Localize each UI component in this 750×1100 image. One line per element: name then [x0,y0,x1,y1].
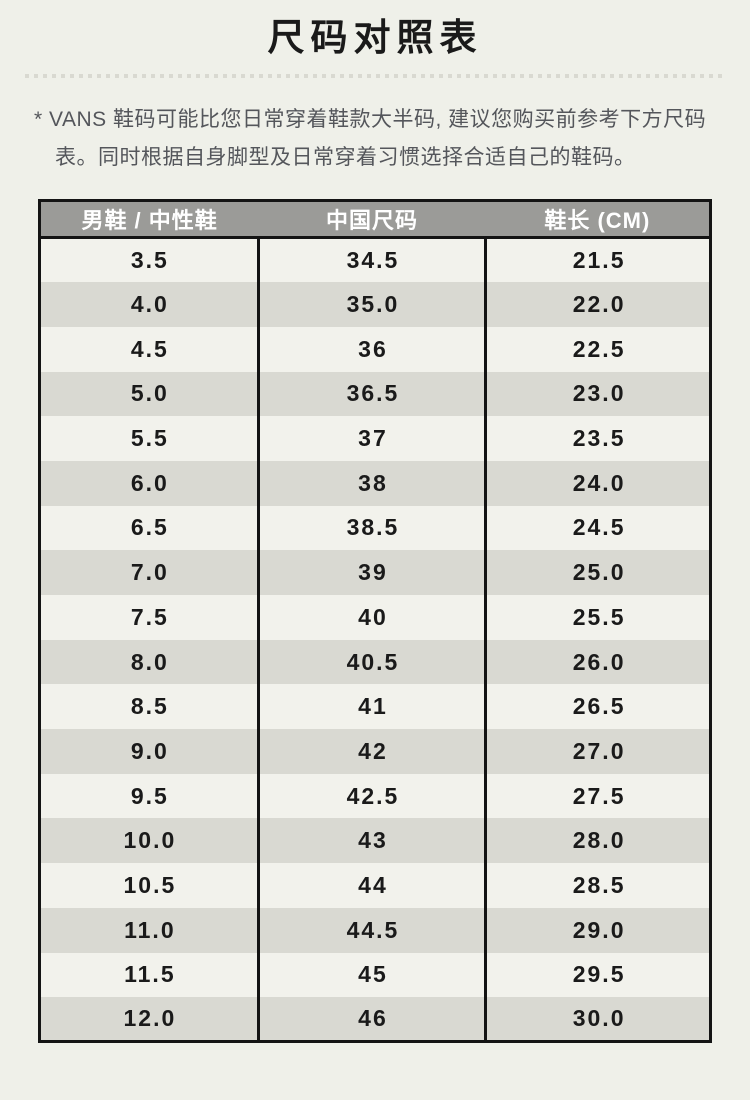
size-conversion-table: 男鞋 / 中性鞋 中国尺码 鞋长 (CM) 3.5 34.5 21.5 4.0 35.0… [38,199,712,1044]
size-cell: 25.5 [484,595,711,640]
table-row: 12.0 46 30.0 [39,997,711,1042]
size-cell: 28.5 [484,863,711,908]
size-cell: 6.5 [39,505,259,551]
size-cell: 22.0 [484,282,711,327]
size-cell: 36.5 [256,371,486,417]
table-row: 11.0 44.5 29.0 [39,907,711,953]
size-cell: 4.0 [39,282,259,327]
size-cell: 24.0 [484,460,711,506]
size-cell: 27.0 [484,729,711,774]
size-cell: 10.5 [39,863,259,908]
size-cell: 8.5 [39,684,259,730]
size-cell: 36 [256,326,486,372]
size-cell: 8.0 [39,639,259,685]
size-cell: 9.0 [39,729,259,774]
size-cell: 7.0 [39,550,259,595]
size-cell: 28.0 [484,818,711,864]
size-cell: 12.0 [39,997,259,1042]
table-row: 7.5 40 25.5 [39,595,711,640]
size-cell: 5.0 [39,371,259,417]
table-row: 11.5 45 29.5 [39,952,711,998]
size-cell: 29.5 [484,952,711,998]
column-header-us-size: 男鞋 / 中性鞋 [39,200,259,239]
size-cell: 44.5 [256,907,486,953]
table-row: 5.5 37 23.5 [39,416,711,461]
size-cell: 23.0 [484,371,711,417]
size-cell: 37 [256,416,486,461]
column-header-length-cm: 鞋长 (CM) [485,200,711,239]
size-cell: 27.5 [484,773,711,819]
size-cell: 10.0 [39,818,259,864]
size-cell: 11.0 [39,907,259,953]
table-row: 9.0 42 27.0 [39,729,711,774]
size-cell: 7.5 [39,595,259,640]
table-row: 4.5 36 22.5 [39,326,711,372]
size-cell: 11.5 [39,952,259,998]
size-cell: 30.0 [484,997,711,1042]
page-title: 尺码对照表 [267,17,483,58]
size-cell: 6.0 [39,460,259,506]
size-cell: 24.5 [484,505,711,551]
table-row: 7.0 39 25.0 [39,550,711,595]
size-cell: 35.0 [256,282,486,327]
size-cell: 34.5 [256,237,486,283]
table-row: 6.0 38 24.0 [39,460,711,506]
size-cell: 26.5 [484,684,711,730]
table-row: 4.0 35.0 22.0 [39,282,711,327]
size-cell: 42 [256,729,486,774]
table-row: 8.5 41 26.5 [39,684,711,730]
table-row: 6.5 38.5 24.5 [39,505,711,551]
table-row: 10.0 43 28.0 [39,818,711,864]
size-cell: 39 [256,550,486,595]
size-cell: 29.0 [484,907,711,953]
table-row: 10.5 44 28.5 [39,863,711,908]
size-cell: 22.5 [484,326,711,372]
size-cell: 4.5 [39,326,259,372]
size-cell: 46 [256,997,486,1042]
note-section: * VANS 鞋码可能比您日常穿着鞋款大半码, 建议您购买前参考下方尺码表。同时… [34,101,719,177]
size-cell: 43 [256,818,486,864]
size-cell: 38.5 [256,505,486,551]
size-cell: 40.5 [256,639,486,685]
table-row: 3.5 34.5 21.5 [39,237,711,283]
column-header-cn-size: 中国尺码 [258,200,486,239]
size-cell: 44 [256,863,486,908]
size-cell: 23.5 [484,416,711,461]
size-cell: 3.5 [39,237,259,283]
table-row: 5.0 36.5 23.0 [39,371,711,417]
table-header-row: 男鞋 / 中性鞋 中国尺码 鞋长 (CM) [39,200,711,239]
size-cell: 25.0 [484,550,711,595]
size-chart-page: { "page": { "title": "尺码对照表", "note": "*… [0,14,750,1100]
size-cell: 38 [256,460,486,506]
table-row: 9.5 42.5 27.5 [39,773,711,819]
size-cell: 5.5 [39,416,259,461]
size-cell: 26.0 [484,639,711,685]
size-cell: 45 [256,952,486,998]
size-cell: 9.5 [39,773,259,819]
dotted-divider [25,74,725,78]
table-body: 3.5 34.5 21.5 4.0 35.0 22.0 4.5 36 22.5 5.0 36.5 23… [39,237,711,1042]
size-cell: 21.5 [484,237,711,283]
size-cell: 40 [256,595,486,640]
size-cell: 41 [256,684,486,730]
table-row: 8.0 40.5 26.0 [39,639,711,685]
size-cell: 42.5 [256,773,486,819]
sizing-note: * VANS 鞋码可能比您日常穿着鞋款大半码, 建议您购买前参考下方尺码表。同时… [34,108,707,169]
